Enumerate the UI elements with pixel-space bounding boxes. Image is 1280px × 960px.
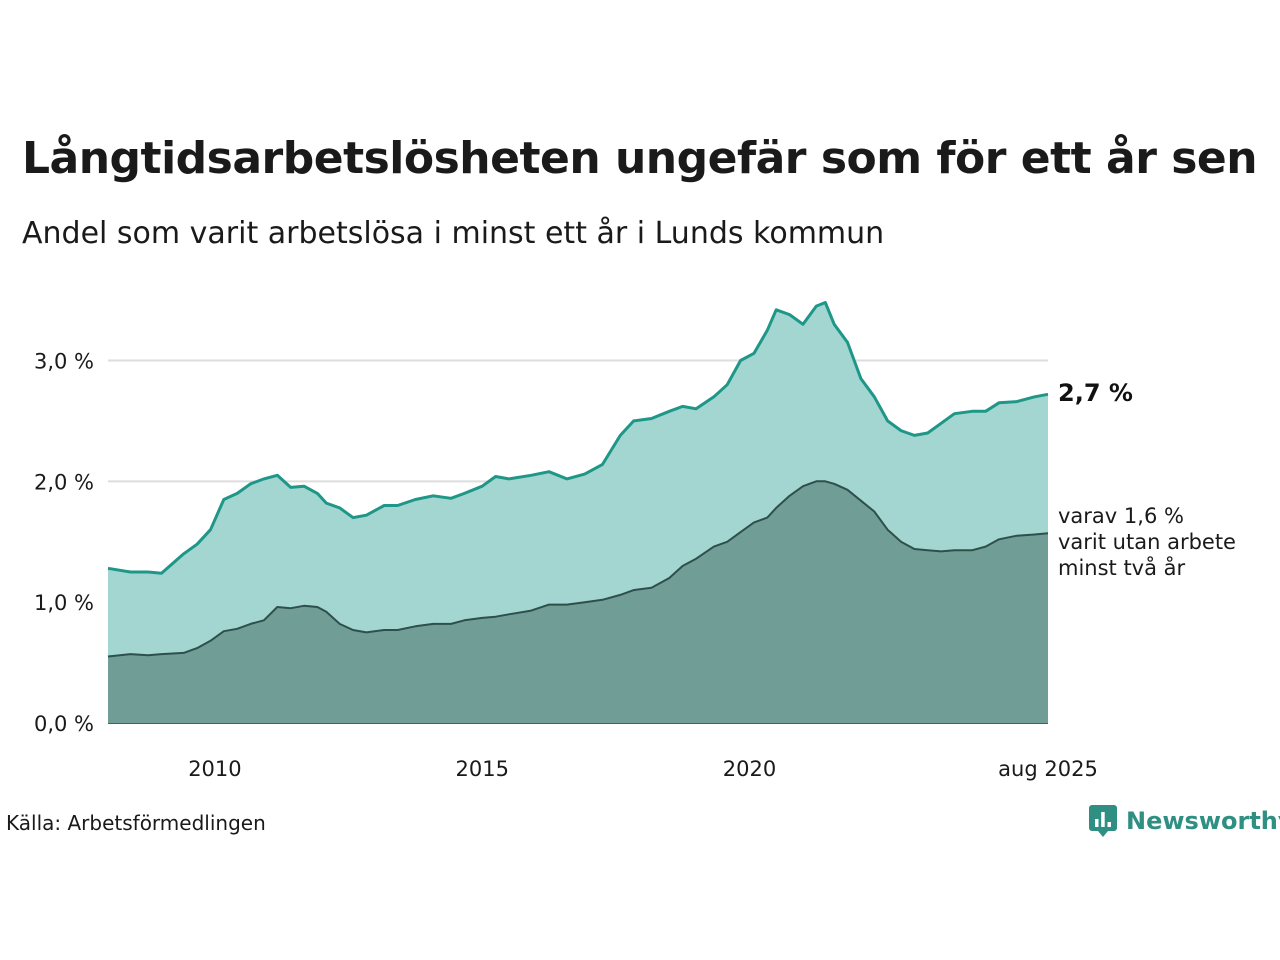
y-tick-label: 0,0 % (34, 712, 94, 736)
x-tick-label: aug 2025 (998, 757, 1098, 781)
x-tick-label: 2020 (723, 757, 776, 781)
y-tick-label: 3,0 % (34, 350, 94, 374)
end-label-twoyear-line: varav 1,6 % (1058, 504, 1184, 528)
series-line-1 (107, 480, 1049, 658)
series-area-1 (108, 481, 1048, 723)
series-line-0 (107, 301, 1049, 575)
end-label-twoyear-line: minst två år (1058, 555, 1186, 580)
x-tick-label: 2015 (455, 757, 508, 781)
newsworthy-logo-icon (1089, 805, 1117, 837)
chart-title: Långtidsarbetslösheten ungefär som för e… (22, 133, 1258, 184)
source-note: Källa: Arbetsförmedlingen (6, 811, 266, 835)
end-label-twoyear-line: varit utan arbete (1058, 530, 1236, 554)
y-tick-label: 1,0 % (34, 591, 94, 615)
y-tick-label: 2,0 % (34, 470, 94, 494)
end-label-total: 2,7 % (1058, 379, 1133, 407)
brand[interactable]: Newsworthy (1088, 804, 1280, 838)
chart-areas (108, 302, 1048, 723)
x-tick-label: 2010 (188, 757, 241, 781)
chart-lines (107, 301, 1049, 658)
axis-labels: 0,0 % 1,0 % 2,0 % 3,0 % 2010 2015 2020 aug 2025 (34, 350, 1098, 782)
brand-name: Newsworthy (1126, 807, 1280, 835)
chart-subtitle: Andel som varit arbetslösa i minst ett å… (22, 216, 885, 251)
